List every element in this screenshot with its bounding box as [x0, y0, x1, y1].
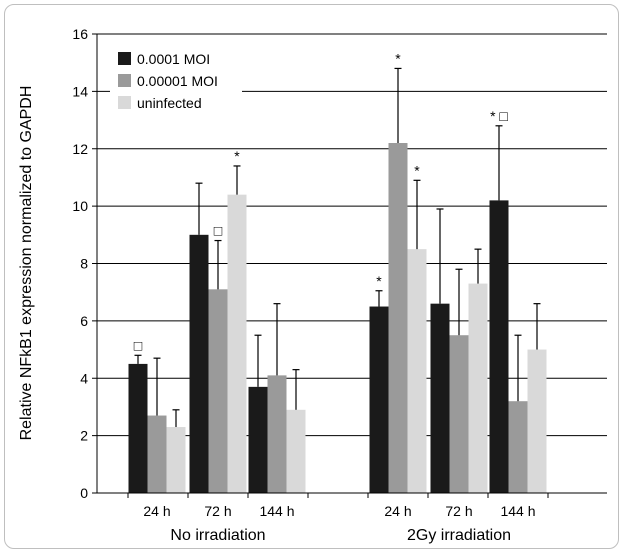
significance-marker: * — [414, 162, 420, 178]
legend-label: 0.0001 MOI — [137, 51, 210, 67]
y-tick-label: 8 — [80, 256, 88, 272]
bar — [508, 401, 528, 493]
bar — [147, 415, 167, 493]
bar — [430, 303, 450, 493]
bar — [468, 283, 488, 493]
legend-swatch — [118, 52, 131, 65]
bar — [208, 289, 228, 493]
bar — [286, 409, 306, 493]
bar — [527, 349, 547, 493]
bar — [248, 386, 268, 493]
x-tick-label: 24 h — [143, 503, 170, 519]
chart-frame — [4, 4, 619, 549]
x-tick-label: 72 h — [204, 503, 231, 519]
significance-marker: * — [234, 148, 240, 164]
legend-label: 0.00001 MOI — [137, 73, 218, 89]
bar — [407, 249, 427, 493]
significance-marker: * — [376, 273, 382, 289]
bar — [227, 194, 247, 493]
bar — [166, 427, 186, 493]
bar — [189, 234, 209, 493]
x-tick-label: 72 h — [445, 503, 472, 519]
y-tick-label: 2 — [80, 428, 88, 444]
bar — [128, 363, 148, 493]
y-tick-label: 12 — [72, 141, 88, 157]
legend-box — [110, 44, 242, 116]
significance-marker: * □ — [490, 108, 508, 124]
bar — [388, 143, 408, 493]
bar — [369, 306, 389, 493]
significance-marker: □ — [214, 223, 223, 239]
significance-marker: □ — [134, 337, 143, 353]
bar-series-group: □ * * □ □ * * * — [128, 50, 547, 493]
group-label: No irradiation — [170, 527, 265, 544]
y-axis-label: Relative NFkB1 expression normalized to … — [18, 86, 35, 441]
group-label: 2Gy irradiation — [407, 527, 511, 544]
bar — [449, 335, 469, 493]
legend: 0.0001 MOI 0.00001 MOI uninfected — [110, 44, 242, 116]
significance-marker: * — [395, 50, 401, 66]
legend-swatch — [118, 96, 131, 109]
x-tick-label: 144 h — [500, 503, 535, 519]
y-tick-label: 10 — [72, 198, 88, 214]
y-tick-label: 14 — [72, 83, 88, 99]
bar — [267, 375, 287, 493]
legend-swatch — [118, 74, 131, 87]
x-tick-label: 144 h — [259, 503, 294, 519]
x-tick-label: 24 h — [384, 503, 411, 519]
y-tick-label: 0 — [80, 485, 88, 501]
bar — [489, 200, 509, 493]
axes: 0 2 4 6 8 10 12 14 16 24 h 72 h 144 h 24 h 72 h 144 h N… — [72, 26, 607, 544]
legend-label: uninfected — [137, 95, 202, 111]
y-tick-label: 16 — [72, 26, 88, 42]
y-tick-label: 4 — [80, 370, 88, 386]
y-tick-label: 6 — [80, 313, 88, 329]
